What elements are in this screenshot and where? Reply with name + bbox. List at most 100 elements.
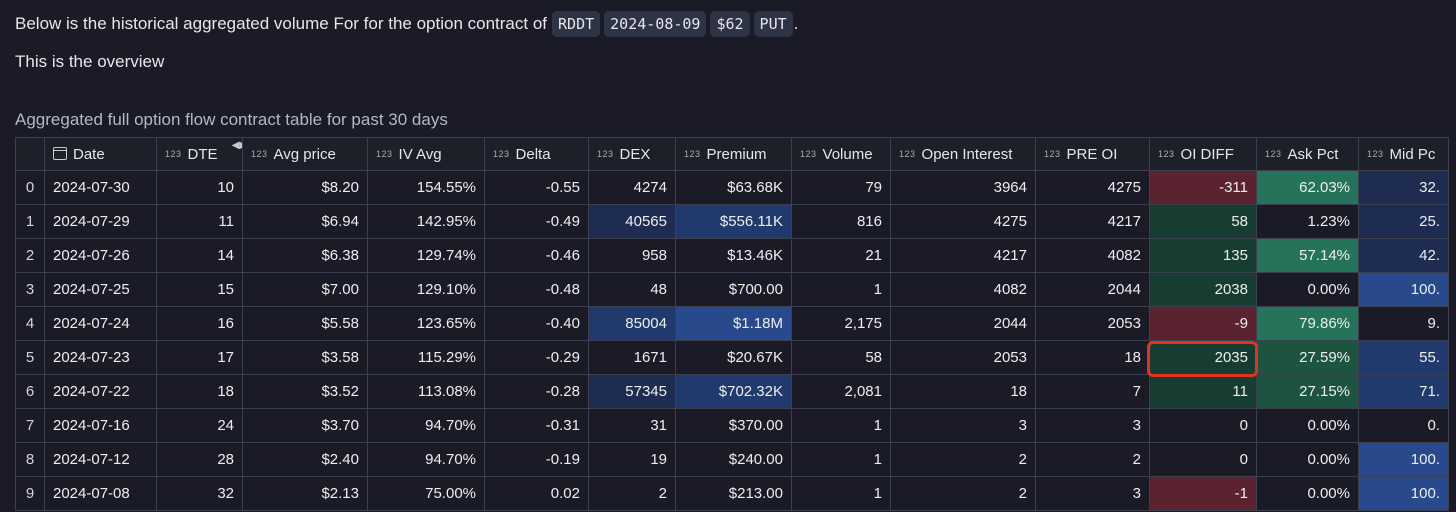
cell-delta: -0.49 <box>484 204 589 239</box>
cell-dex: 40565 <box>588 204 676 239</box>
column-header-date[interactable]: Date <box>44 137 157 171</box>
table-row[interactable]: 1 2024-07-29 11 $6.94 142.95% -0.49 4056… <box>15 204 1449 239</box>
cell-iv-avg: 129.10% <box>367 272 485 307</box>
table-row[interactable]: 6 2024-07-22 18 $3.52 113.08% -0.28 5734… <box>15 374 1449 409</box>
column-header-premium[interactable]: 123 Premium <box>675 137 792 171</box>
cell-pre-oi: 18 <box>1035 340 1150 375</box>
cell-avg-price: $7.00 <box>242 272 368 307</box>
row-index: 2 <box>15 238 45 273</box>
overview-text: This is the overview <box>15 52 165 71</box>
calendar-icon <box>53 146 67 160</box>
numeric-type-icon: 123 <box>1265 148 1282 159</box>
table-row[interactable]: 2 2024-07-26 14 $6.38 129.74% -0.46 958 … <box>15 238 1449 273</box>
row-index: 5 <box>15 340 45 375</box>
cell-dex: 48 <box>588 272 676 307</box>
cell-premium: $1.18M <box>675 306 792 341</box>
numeric-type-icon: 123 <box>684 148 701 159</box>
cell-premium: $556.11K <box>675 204 792 239</box>
cell-iv-avg: 75.00% <box>367 476 485 511</box>
cell-pre-oi: 2 <box>1035 442 1150 477</box>
cell-iv-avg: 115.29% <box>367 340 485 375</box>
cell-open-interest: 2 <box>890 476 1036 511</box>
cell-delta: 0.02 <box>484 476 589 511</box>
cell-iv-avg: 129.74% <box>367 238 485 273</box>
cell-date: 2024-07-29 <box>44 204 157 239</box>
cell-dex: 958 <box>588 238 676 273</box>
numeric-type-icon: 123 <box>1158 148 1175 159</box>
cell-dte: 28 <box>156 442 243 477</box>
cell-oi-diff: -1 <box>1149 476 1257 511</box>
cell-mid-pct: 55. <box>1358 340 1449 375</box>
column-header-label: PRE OI <box>1066 145 1118 163</box>
column-header-iv-avg[interactable]: 123 IV Avg <box>367 137 485 171</box>
column-header-dex[interactable]: 123 DEX <box>588 137 676 171</box>
cell-volume: 816 <box>791 204 891 239</box>
cell-mid-pct: 32. <box>1358 170 1449 205</box>
table-row[interactable]: 4 2024-07-24 16 $5.58 123.65% -0.40 8500… <box>15 306 1449 341</box>
cell-dex: 1671 <box>588 340 676 375</box>
column-header-open-interest[interactable]: 123 Open Interest <box>890 137 1036 171</box>
cell-iv-avg: 94.70% <box>367 408 485 443</box>
expiry-chip: 2024-08-09 <box>604 11 707 37</box>
column-header-pre-oi[interactable]: 123 PRE OI <box>1035 137 1150 171</box>
cell-ask-pct: 62.03% <box>1256 170 1359 205</box>
column-header-label: Avg price <box>273 145 336 163</box>
table-header-row: Date 123 DTE ◀▶ 123 Avg price 123 IV Avg 123… <box>15 137 1449 171</box>
cell-dte: 18 <box>156 374 243 409</box>
column-header-ask-pct[interactable]: 123 Ask Pct <box>1256 137 1359 171</box>
column-header-label: DTE <box>187 145 218 163</box>
row-index: 6 <box>15 374 45 409</box>
cell-delta: -0.46 <box>484 238 589 273</box>
cell-avg-price: $3.52 <box>242 374 368 409</box>
column-header-dte[interactable]: 123 DTE ◀▶ <box>156 137 243 171</box>
cell-open-interest: 3964 <box>890 170 1036 205</box>
cell-mid-pct: 9. <box>1358 306 1449 341</box>
table-row[interactable]: 3 2024-07-25 15 $7.00 129.10% -0.48 48 $… <box>15 272 1449 307</box>
row-index: 1 <box>15 204 45 239</box>
column-header-label: Date <box>73 145 105 163</box>
cell-open-interest: 2053 <box>890 340 1036 375</box>
numeric-type-icon: 123 <box>376 148 393 159</box>
cell-volume: 21 <box>791 238 891 273</box>
cell-oi-diff: -9 <box>1149 306 1257 341</box>
column-header-label: OI DIFF <box>1180 145 1234 163</box>
column-header-label: Volume <box>822 145 873 163</box>
cell-mid-pct: 25. <box>1358 204 1449 239</box>
numeric-type-icon: 123 <box>597 148 614 159</box>
column-resize-icon[interactable]: ◀▶ <box>231 140 242 151</box>
cell-pre-oi: 4275 <box>1035 170 1150 205</box>
column-header-delta[interactable]: 123 Delta <box>484 137 589 171</box>
cell-ask-pct: 0.00% <box>1256 476 1359 511</box>
column-header-mid-pct[interactable]: 123 Mid Pc <box>1358 137 1449 171</box>
cell-delta: -0.19 <box>484 442 589 477</box>
cell-pre-oi: 3 <box>1035 408 1150 443</box>
table-row[interactable]: 9 2024-07-08 32 $2.13 75.00% 0.02 2 $213… <box>15 476 1449 511</box>
cell-dex: 85004 <box>588 306 676 341</box>
intro-text: Below is the historical aggregated volum… <box>15 14 548 33</box>
cell-avg-price: $3.70 <box>242 408 368 443</box>
table-row[interactable]: 5 2024-07-23 17 $3.58 115.29% -0.29 1671… <box>15 340 1449 375</box>
table-row[interactable]: 8 2024-07-12 28 $2.40 94.70% -0.19 19 $2… <box>15 442 1449 477</box>
cell-open-interest: 18 <box>890 374 1036 409</box>
row-index: 8 <box>15 442 45 477</box>
cell-date: 2024-07-24 <box>44 306 157 341</box>
column-header-volume[interactable]: 123 Volume <box>791 137 891 171</box>
cell-dte: 32 <box>156 476 243 511</box>
table-row[interactable]: 0 2024-07-30 10 $8.20 154.55% -0.55 4274… <box>15 170 1449 205</box>
cell-premium: $13.46K <box>675 238 792 273</box>
cell-open-interest: 2044 <box>890 306 1036 341</box>
cell-dte: 11 <box>156 204 243 239</box>
cell-mid-pct: 100. <box>1358 476 1449 511</box>
cell-ask-pct: 1.23% <box>1256 204 1359 239</box>
table-row[interactable]: 7 2024-07-16 24 $3.70 94.70% -0.31 31 $3… <box>15 408 1449 443</box>
cell-volume: 1 <box>791 408 891 443</box>
cell-ask-pct: 0.00% <box>1256 442 1359 477</box>
cell-ask-pct: 57.14% <box>1256 238 1359 273</box>
column-header-oi-diff[interactable]: 123 OI DIFF <box>1149 137 1257 171</box>
column-header-avg-price[interactable]: 123 Avg price <box>242 137 368 171</box>
numeric-type-icon: 123 <box>493 148 510 159</box>
cell-dte: 16 <box>156 306 243 341</box>
cell-avg-price: $5.58 <box>242 306 368 341</box>
column-header-label: Premium <box>706 145 767 163</box>
cell-pre-oi: 2053 <box>1035 306 1150 341</box>
